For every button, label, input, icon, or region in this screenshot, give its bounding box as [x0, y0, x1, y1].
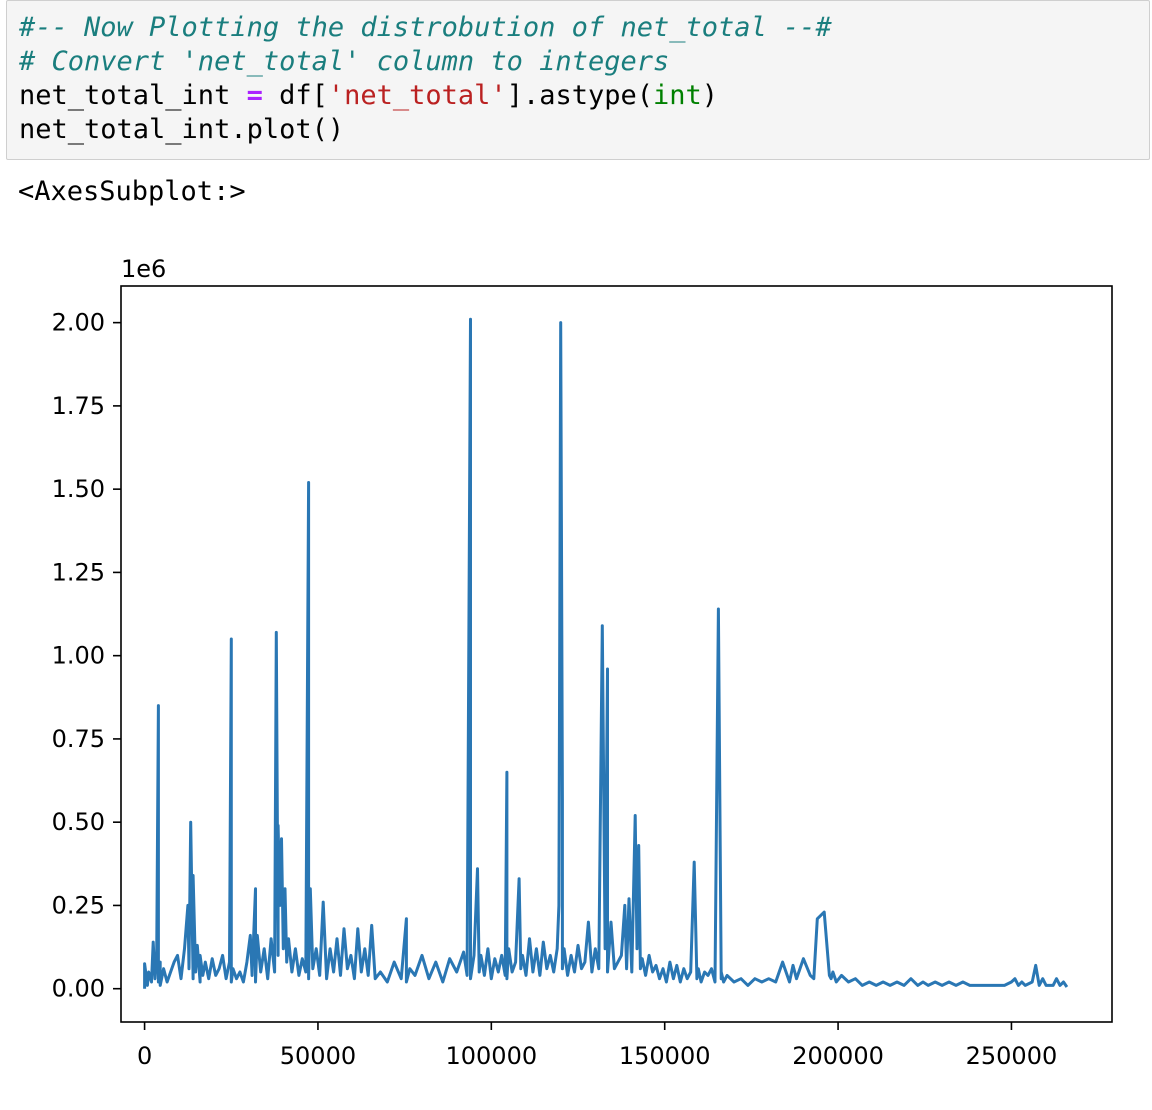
code-line: net_total_int = df['net_total'].astype(i…: [19, 79, 1149, 113]
y-tick-label: 2.00: [52, 309, 105, 337]
y-tick-label: 1.50: [52, 475, 105, 503]
code-token: =: [246, 80, 263, 111]
code-cell[interactable]: #-- Now Plotting the distrobution of net…: [6, 0, 1150, 160]
axes-frame: [120, 285, 1113, 1023]
x-tick-label: 0: [137, 1042, 152, 1070]
y-tick-label: 0.75: [52, 725, 105, 753]
y-tick-label: 0.25: [52, 891, 105, 919]
y-tick-label: 0.50: [52, 808, 105, 836]
code-token: df[: [262, 80, 328, 111]
series-layer: [143, 317, 1069, 989]
code-token: ].astype(: [506, 80, 653, 111]
code-token: 'net_total': [327, 80, 507, 111]
series-line: [143, 317, 1069, 989]
code-line: # Convert 'net_total' column to integers: [19, 45, 1149, 79]
x-tick-label: 250000: [966, 1042, 1058, 1070]
offset-label: 1e6: [121, 255, 166, 283]
code-token: #-- Now Plotting the distrobution of net…: [19, 12, 832, 43]
y-tick-label: 0.00: [52, 975, 105, 1003]
code-token: net_total_int.plot(): [19, 114, 345, 145]
x-tick-label: 200000: [792, 1042, 884, 1070]
code-token: ): [701, 80, 719, 111]
code-line: net_total_int.plot(): [19, 113, 1149, 147]
cell-output-text: <AxesSubplot:>: [18, 176, 246, 207]
y-tick-label: 1.00: [52, 642, 105, 670]
x-tick-label: 150000: [619, 1042, 711, 1070]
code-token: # Convert 'net_total' column to integers: [19, 46, 670, 77]
y-tick-label: 1.75: [52, 392, 105, 420]
code-line: #-- Now Plotting the distrobution of net…: [19, 11, 1149, 45]
code-editor[interactable]: #-- Now Plotting the distrobution of net…: [19, 11, 1149, 147]
code-token: net_total_int: [19, 80, 247, 111]
code-token: int: [653, 80, 702, 111]
ticks-layer: 0 50000 100000 150000 200000 250000 0.00 0.25 0.…: [52, 309, 1058, 1070]
x-tick-label: 50000: [280, 1042, 356, 1070]
y-tick-label: 1.25: [52, 558, 105, 586]
x-tick-label: 100000: [446, 1042, 538, 1070]
